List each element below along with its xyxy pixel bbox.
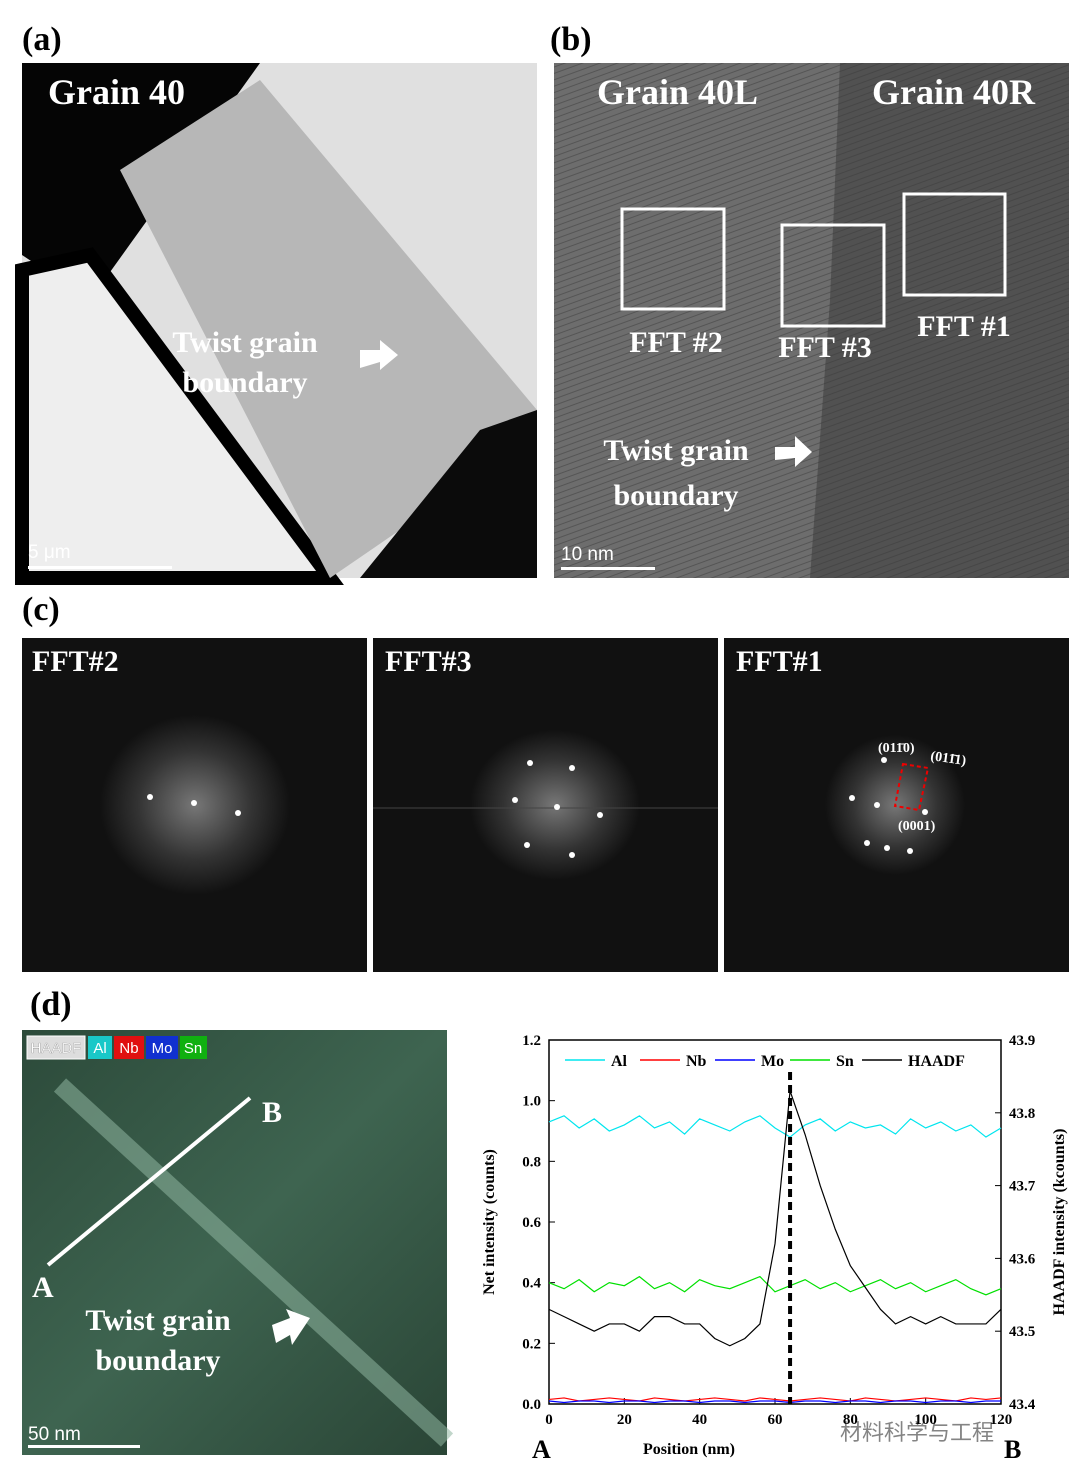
x-tick-label: 60 — [768, 1412, 783, 1428]
annotation: boundary — [613, 479, 738, 512]
annotation: boundary — [182, 366, 307, 399]
box-label: FFT #1 — [917, 310, 1011, 343]
panel-d: (d) HAADF Al Nb Mo Sn B A Twist grain bo… — [22, 986, 454, 1455]
series-line — [548, 1397, 1002, 1402]
line-end: B — [262, 1096, 282, 1129]
panel-label: (c) — [22, 591, 60, 628]
panel-c: (c) FFT#2 FFT#3 FFT#1 (011̄0) (011̄1) (0… — [22, 591, 1069, 972]
index-label: (0001) — [898, 819, 936, 834]
fft-title: FFT#3 — [385, 645, 472, 678]
scale-bar-label: 50 nm — [28, 1424, 81, 1445]
x-tick-label: 20 — [617, 1412, 632, 1428]
y-tick-label: 0.8 — [522, 1154, 541, 1170]
legend-label: Nb — [686, 1053, 707, 1070]
image-region — [360, 410, 537, 578]
annotation: boundary — [95, 1344, 220, 1377]
y-tick-label: 1.2 — [522, 1033, 541, 1049]
arrow — [775, 436, 812, 467]
y2-tick-label: 43.4 — [1009, 1397, 1036, 1413]
y-tick-label: 0.0 — [522, 1397, 541, 1413]
line-end: A — [32, 1271, 54, 1304]
y2-tick-label: 43.8 — [1009, 1106, 1035, 1122]
scale-bar — [561, 567, 655, 570]
fft-title: FFT#1 — [736, 645, 823, 678]
x-tick-label: 80 — [843, 1412, 858, 1428]
fft-box — [780, 223, 886, 328]
y2-tick-label: 43.9 — [1009, 1033, 1035, 1049]
legend-label: Al — [611, 1053, 628, 1070]
image-title: Grain 40 — [48, 72, 185, 112]
annotation: Twist grain — [172, 326, 318, 359]
x-tick-label: 0 — [545, 1412, 553, 1428]
x-tick-label: 100 — [914, 1412, 937, 1428]
fft-title: FFT#2 — [32, 645, 119, 678]
arrow — [272, 1309, 310, 1345]
grain-label: Grain 40R — [872, 72, 1036, 112]
image-region — [810, 63, 1069, 578]
scale-bar — [28, 566, 172, 569]
series-line — [548, 1400, 1001, 1404]
map-tag: Mo — [152, 1040, 173, 1057]
series-line — [548, 1115, 1002, 1138]
panel-label: (a) — [22, 21, 62, 58]
panel-b: (b) Grain 40L Grain 40R FFT #2 FFT #3 FF… — [550, 21, 1069, 578]
legend-label: Sn — [836, 1053, 854, 1070]
x-tick-label: 120 — [990, 1412, 1013, 1428]
map-tag: Sn — [184, 1040, 202, 1057]
watermark: 材料科学与工程 — [840, 1421, 994, 1446]
y-tick-label: 1.0 — [522, 1094, 541, 1110]
x-tick-label: 40 — [692, 1412, 707, 1428]
y2-axis-label: HAADF intensity (kcounts) — [1051, 1129, 1068, 1316]
box-label: FFT #2 — [629, 326, 723, 359]
panel-label: (b) — [550, 21, 592, 58]
series-line — [548, 1275, 1002, 1296]
image-region — [120, 80, 537, 578]
scale-bar — [28, 1445, 140, 1448]
y2-tick-label: 43.6 — [1009, 1251, 1036, 1267]
line-scan — [46, 1096, 252, 1267]
grain-label: Grain 40L — [597, 72, 758, 112]
fft-box — [620, 207, 726, 311]
plot-frame — [548, 1039, 1002, 1405]
map-tag: Al — [93, 1040, 106, 1057]
x-axis-label: Position (nm) — [643, 1441, 735, 1458]
annotation: Twist grain — [85, 1304, 231, 1337]
y2-tick-label: 43.5 — [1009, 1324, 1035, 1340]
axis-end: B — [1004, 1435, 1021, 1464]
map-tag: HAADF — [31, 1040, 82, 1057]
annotation: Twist grain — [603, 434, 749, 467]
line-chart: Position (nm) Net intensity (counts) HAA… — [481, 1033, 1068, 1464]
index-label: (011̄1) — [929, 749, 967, 769]
scale-bar-label: 5 μm — [28, 542, 71, 563]
y-axis-label: Net intensity (counts) — [481, 1149, 498, 1295]
panel-label: (d) — [30, 986, 72, 1023]
series-line — [548, 1090, 1002, 1347]
legend-label: HAADF — [908, 1053, 965, 1070]
y-tick-label: 0.6 — [522, 1215, 541, 1231]
map-tag: Nb — [119, 1040, 138, 1057]
y2-tick-label: 43.7 — [1009, 1179, 1036, 1195]
index-label: (011̄0) — [878, 741, 915, 756]
legend-label: Mo — [761, 1053, 784, 1070]
box-label: FFT #3 — [778, 331, 872, 364]
y-tick-label: 0.2 — [522, 1336, 541, 1352]
axis-end: A — [532, 1435, 551, 1464]
y-tick-label: 0.4 — [522, 1276, 541, 1292]
unit-cell — [893, 762, 930, 812]
boundary-band — [53, 1078, 454, 1447]
arrow — [360, 340, 398, 370]
scale-bar-label: 10 nm — [561, 544, 614, 565]
fft-box — [902, 192, 1007, 297]
panel-a: (a) Grain 40 Twist grain boundary 5 μm — [15, 21, 537, 585]
